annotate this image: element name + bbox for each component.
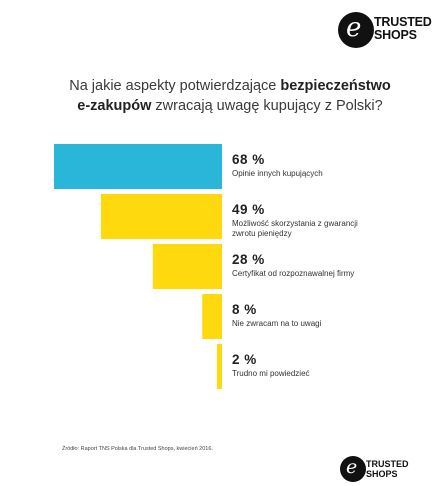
value-label-3: 28 % [232, 252, 265, 267]
category-label-3: Certyfikat od rozpoznawalnej firmy [232, 269, 402, 279]
bar-1 [54, 144, 222, 189]
bar-2 [100, 194, 222, 239]
footer-e-mark: e [340, 456, 366, 482]
value-label-2: 49 % [232, 202, 265, 217]
value-label-1: 68 % [232, 152, 265, 167]
category-label-1: Opinie innych kupujących [232, 169, 402, 179]
footer-wordmark: TRUSTED SHOPS [366, 459, 409, 479]
trusted-shops-logo: e TRUSTED SHOPS [338, 12, 438, 56]
category-label-1-line-1: Opinie innych kupujących [232, 169, 323, 178]
trusted-shops-wordmark: TRUSTED SHOPS [374, 15, 432, 42]
value-label-5: 2 % [232, 352, 257, 367]
footer-trusted-shops-logo: e TRUSTED SHOPS [340, 456, 440, 484]
category-label-5: Trudno mi powiedzieć [232, 369, 402, 379]
value-label-4: 8 % [232, 302, 257, 317]
trusted-shops-e-mark: e [338, 12, 374, 48]
category-label-2-line-2: zwrotu pieniędzy [232, 229, 292, 238]
category-label-2-line-1: Możliwość skorzystania z gwarancji [232, 219, 358, 228]
category-label-3-line-1: Certyfikat od rozpoznawalnej firmy [232, 269, 355, 278]
category-label-2: Możliwość skorzystania z gwarancji zwrotu… [232, 219, 402, 239]
survey-question-title: Na jakie aspekty potwierdzające bezpiecz… [69, 78, 391, 114]
bar-5 [217, 344, 222, 389]
category-label-4: Nie zwracam na to uwagi [232, 319, 402, 329]
bar-4 [202, 294, 222, 339]
bar-3 [152, 244, 222, 289]
source-note: Źródło: Raport TNS Polska dla Trusted Sh… [62, 446, 213, 452]
category-label-5-line-1: Trudno mi powiedzieć [232, 369, 310, 378]
category-label-4-line-1: Nie zwracam na to uwagi [232, 319, 322, 328]
